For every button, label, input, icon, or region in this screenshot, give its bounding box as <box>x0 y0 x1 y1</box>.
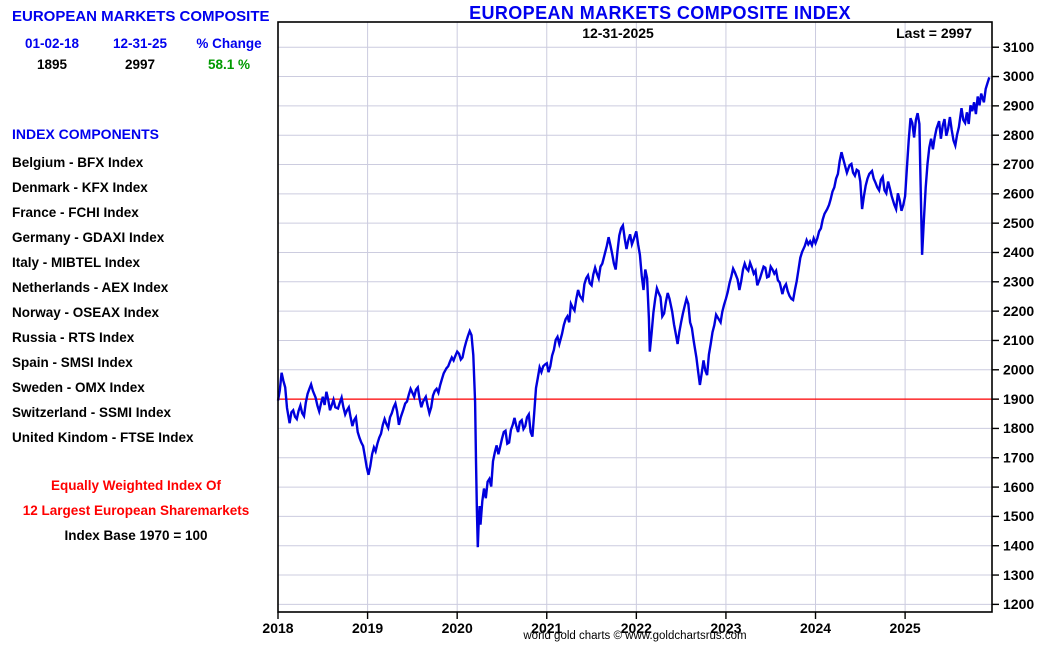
component-item: France - FCHI Index <box>12 205 139 220</box>
component-item: Sweden - OMX Index <box>12 380 145 395</box>
y-tick-label: 1600 <box>1003 479 1034 495</box>
y-tick-label: 2800 <box>1003 127 1034 143</box>
note-equally-weighted: Equally Weighted Index Of <box>50 478 222 493</box>
footer-credit: world gold charts © www.goldchartsrus.co… <box>523 630 747 642</box>
y-tick-label: 2600 <box>1003 186 1034 202</box>
components-list: Belgium - BFX Index Denmark - KFX Index Fr… <box>12 150 272 450</box>
index-price-line <box>276 77 991 548</box>
y-tick-label: 2200 <box>1003 303 1034 319</box>
y-tick-label: 1500 <box>1003 508 1034 524</box>
y-tick-label: 1200 <box>1003 596 1034 612</box>
component-item: United Kindom - FTSE Index <box>12 430 194 445</box>
panel-title: EUROPEAN MARKETS COMPOSITE <box>12 8 270 25</box>
component-item: Denmark - KFX Index <box>12 180 148 195</box>
y-tick-label: 2700 <box>1003 156 1034 172</box>
x-tick-label: 2021 <box>531 620 562 636</box>
component-item: Russia - RTS Index <box>12 330 135 345</box>
y-tick-label: 2000 <box>1003 361 1034 377</box>
y-tick-label: 2300 <box>1003 274 1034 290</box>
end-value: 2997 <box>124 57 156 72</box>
info-panel: EUROPEAN MARKETS COMPOSITE 01-02-18 12-3… <box>0 0 278 650</box>
chart-last-value-annotation: Last = 2997 <box>896 25 972 41</box>
y-tick-label: 2500 <box>1003 215 1034 231</box>
note-12-largest: 12 Largest European Sharemarkets <box>22 503 250 518</box>
x-tick-label: 2020 <box>442 620 473 636</box>
y-tick-label: 2900 <box>1003 98 1034 114</box>
x-tick-label: 2025 <box>890 620 921 636</box>
component-item: Norway - OSEAX Index <box>12 305 160 320</box>
x-tick-label: 2023 <box>710 620 741 636</box>
y-tick-label: 3100 <box>1003 39 1034 55</box>
start-date-label: 01-02-18 <box>24 36 80 51</box>
plot-border <box>277 21 993 613</box>
y-tick-label: 1300 <box>1003 567 1034 583</box>
y-tick-label: 1800 <box>1003 420 1034 436</box>
y-tick-label: 1400 <box>1003 537 1034 553</box>
x-tick-label: 2024 <box>800 620 831 636</box>
x-tick-label: 2019 <box>352 620 383 636</box>
y-tick-label: 3000 <box>1003 68 1034 84</box>
y-tick-label: 2100 <box>1003 332 1034 348</box>
chart-title: EUROPEAN MARKETS COMPOSITE INDEX <box>469 3 851 23</box>
x-tick-label: 2018 <box>262 620 293 636</box>
y-tick-label: 1900 <box>1003 391 1034 407</box>
component-item: Netherlands - AEX Index <box>12 280 169 295</box>
note-index-base: Index Base 1970 = 100 <box>64 528 208 543</box>
stats-values-row: 1895 2997 58.1 % <box>6 57 278 72</box>
y-tick-label: 1700 <box>1003 449 1034 465</box>
component-item: Spain - SMSI Index <box>12 355 133 370</box>
start-value: 1895 <box>36 57 68 72</box>
pct-change-header: % Change <box>196 36 262 51</box>
component-item: Switzerland - SSMI Index <box>12 405 172 420</box>
components-heading: INDEX COMPONENTS <box>12 126 160 142</box>
y-tick-label: 2400 <box>1003 244 1034 260</box>
x-tick-label: 2022 <box>621 620 652 636</box>
component-item: Italy - MIBTEL Index <box>12 255 141 270</box>
end-date-label: 12-31-25 <box>112 36 168 51</box>
chart-date-annotation: 12-31-2025 <box>582 25 654 41</box>
component-item: Belgium - BFX Index <box>12 155 144 170</box>
component-item: Germany - GDAXI Index <box>12 230 165 245</box>
pct-change-value: 58.1 % <box>207 57 251 72</box>
stats-header-row: 01-02-18 12-31-25 % Change <box>6 36 278 51</box>
